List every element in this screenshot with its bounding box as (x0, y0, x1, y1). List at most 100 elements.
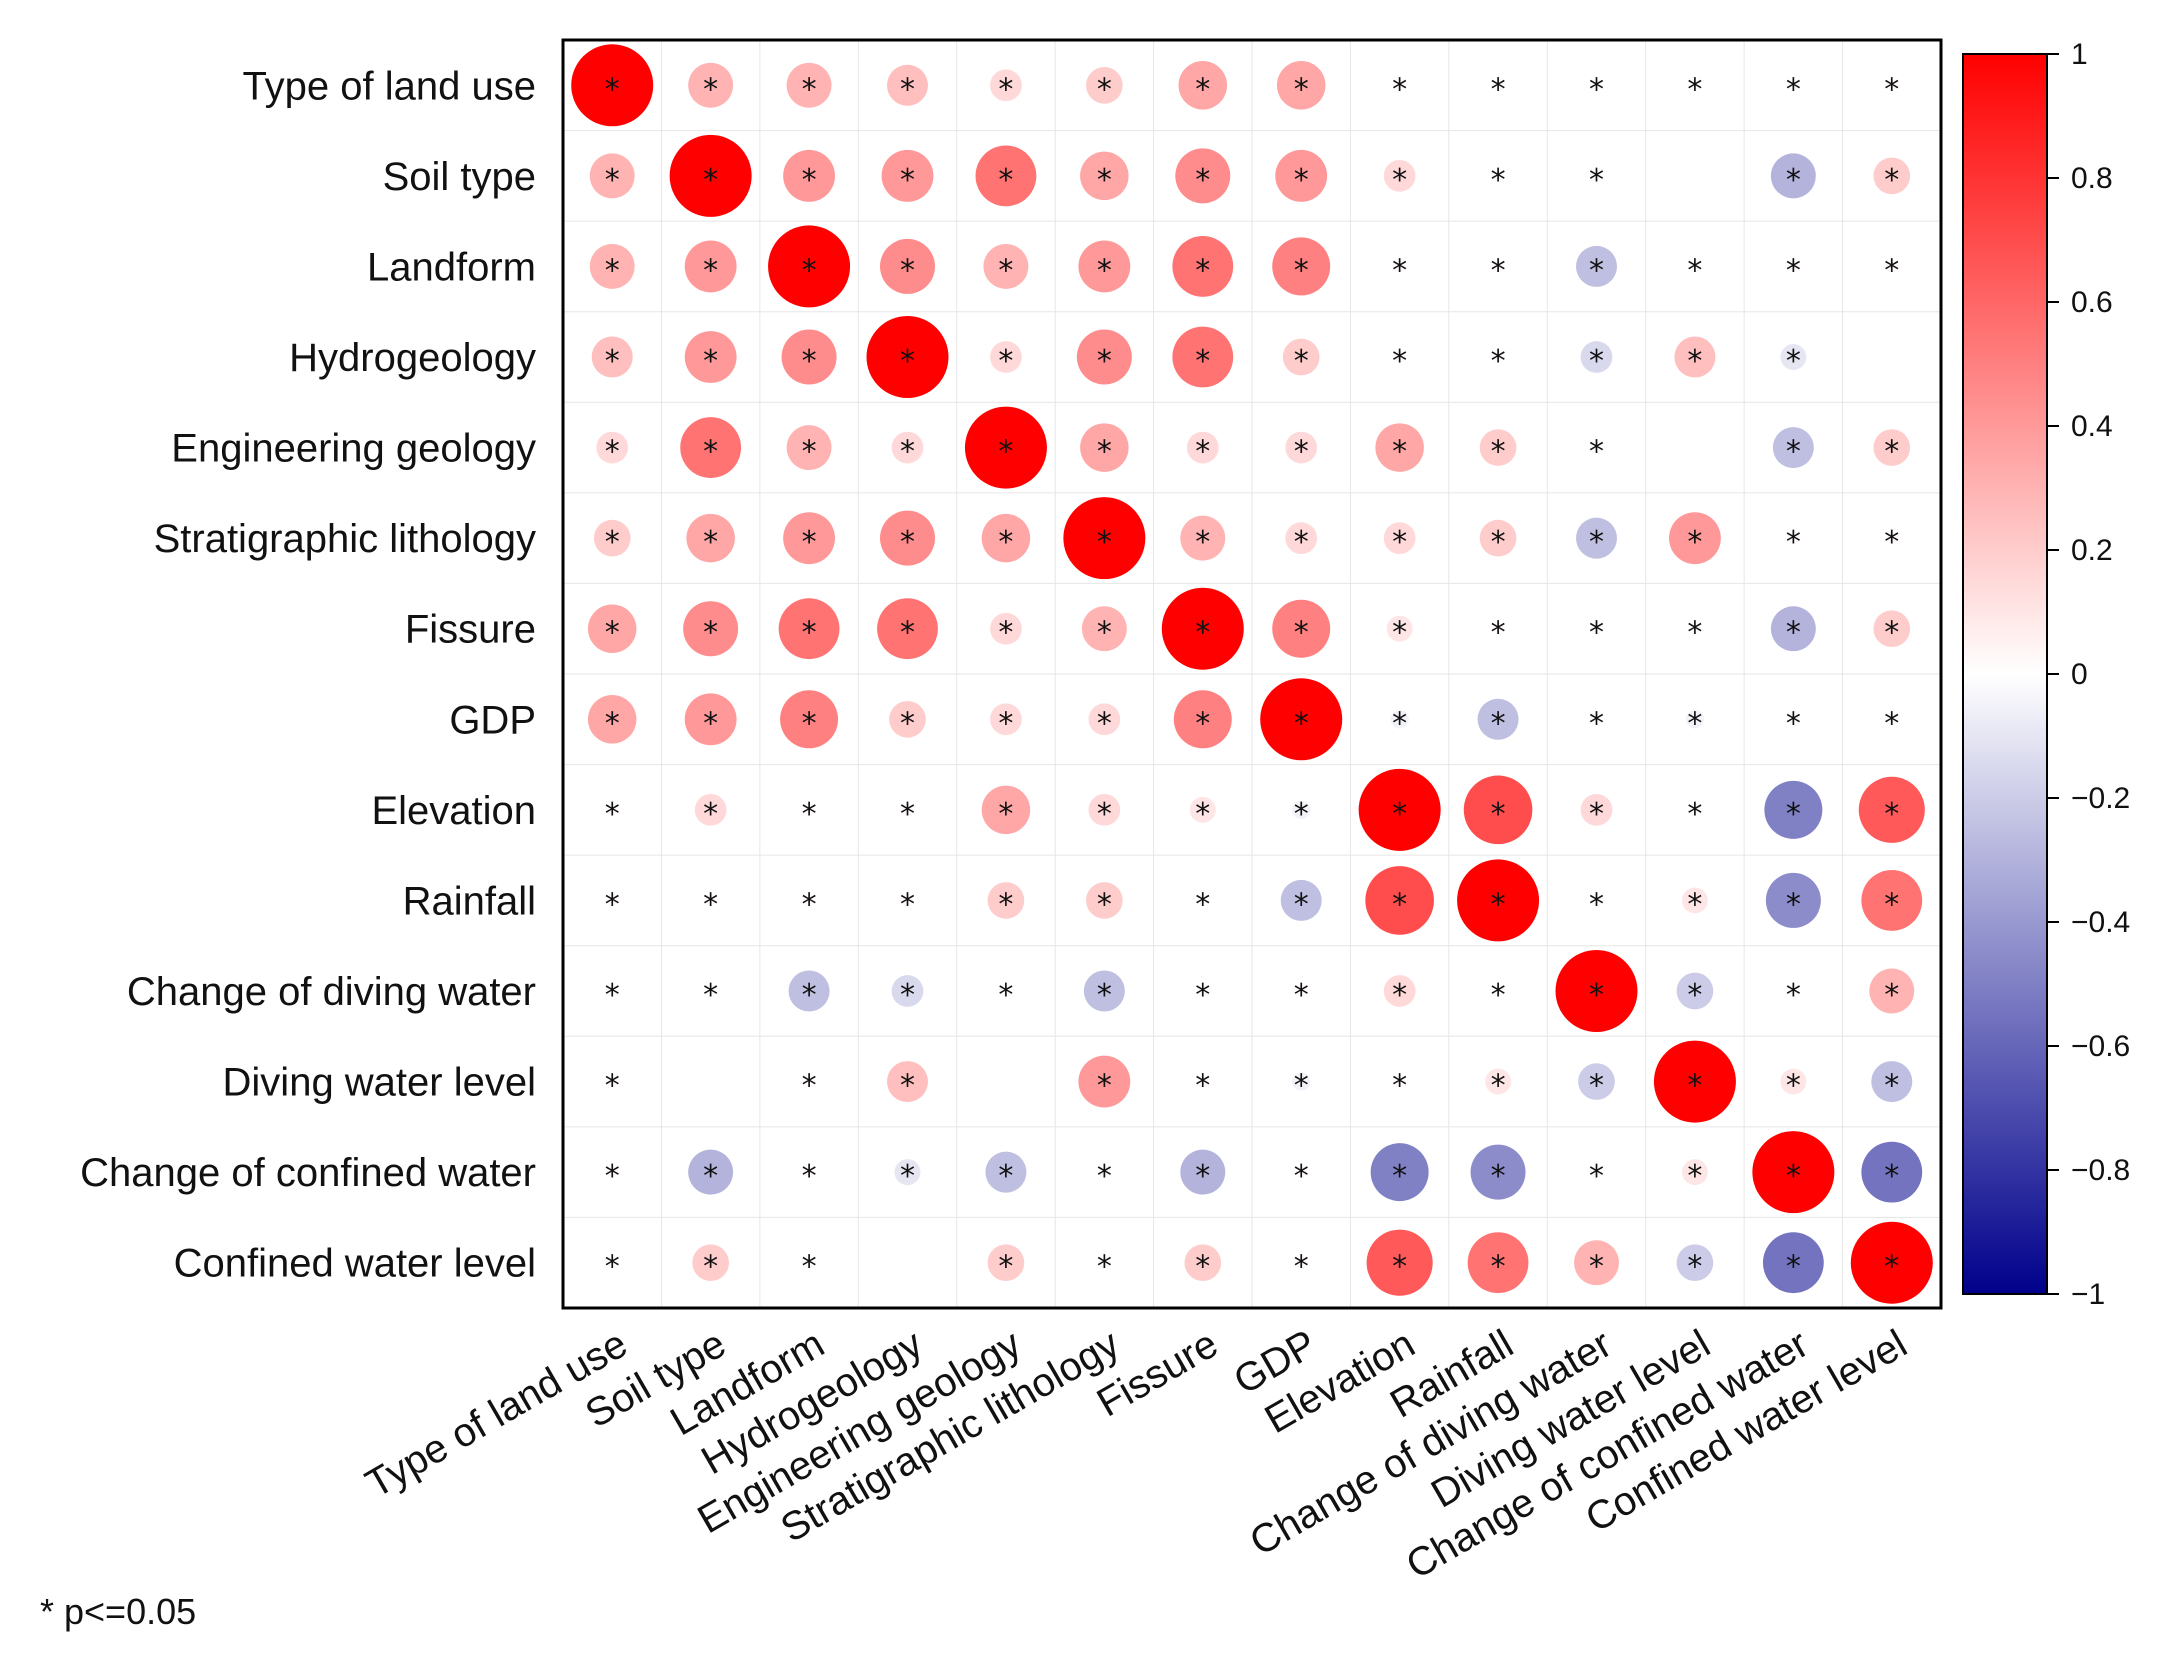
significance-star: * (703, 344, 718, 379)
significance-star: * (802, 1250, 817, 1285)
correlation-circle (1873, 610, 1911, 648)
correlation-circle (683, 601, 739, 657)
correlation-circle (1285, 522, 1318, 555)
significance-star: * (703, 525, 718, 560)
significance-star: * (900, 435, 915, 470)
colorbar-tick-label: 0.6 (2071, 286, 2113, 319)
correlation-circle (1276, 61, 1326, 110)
significance-star: * (1392, 1250, 1407, 1285)
significance-star: * (1884, 616, 1899, 651)
significance-star: * (1392, 797, 1407, 832)
significance-star: * (1491, 797, 1506, 832)
correlation-circle (1196, 1075, 1209, 1088)
significance-star: * (1392, 163, 1407, 198)
correlation-circle (1689, 622, 1701, 635)
correlation-circle (606, 1075, 619, 1088)
correlation-circle (587, 695, 637, 744)
correlation-circle (1272, 237, 1331, 296)
significance-star: * (900, 1159, 915, 1194)
colorbar: 1 0.8 0.6 0.4 0.2 0 −0.2 −0.4 −0.6 −0.8 −1 (1962, 38, 2130, 1311)
significance-star: * (1294, 1250, 1309, 1285)
significance-star: * (1589, 1250, 1604, 1285)
correlation-circle (1871, 1061, 1913, 1103)
significance-star: * (1195, 344, 1210, 379)
correlation-circle (1787, 985, 1800, 997)
correlation-circle (1393, 260, 1406, 273)
significance-star: * (1884, 435, 1899, 470)
significance-star: * (703, 1250, 718, 1285)
correlation-circle (990, 703, 1022, 736)
significance-star: * (1294, 978, 1309, 1013)
significance-star: * (802, 978, 817, 1013)
significance-star: * (1392, 706, 1407, 741)
row-label: Type of land use (242, 64, 536, 108)
correlation-circle (1580, 793, 1613, 826)
correlation-circle (1653, 1040, 1736, 1123)
colorbar-tick-label: 0 (2071, 658, 2088, 691)
correlation-circle (1772, 427, 1814, 469)
correlation-circle (1590, 170, 1603, 182)
significance-star: * (1687, 1069, 1702, 1104)
significance-star: * (1687, 797, 1702, 832)
significance-star: * (998, 616, 1013, 651)
correlation-circle (1590, 79, 1603, 92)
significance-star: * (1097, 797, 1112, 832)
correlation-circle (1184, 1244, 1222, 1282)
row-label: Rainfall (403, 879, 536, 923)
significance-star: * (1294, 163, 1309, 198)
correlation-circle (1098, 1256, 1111, 1269)
significance-star: * (998, 1159, 1013, 1194)
significance-star: * (1786, 163, 1801, 198)
correlation-circle (704, 985, 717, 997)
correlation-circle (1390, 710, 1409, 729)
correlation-circle (983, 243, 1029, 289)
correlation-circle (1172, 326, 1234, 388)
significance-star: * (1491, 1250, 1506, 1285)
correlation-circle (1492, 170, 1504, 182)
significance-star: * (1884, 978, 1899, 1013)
correlation-circle (1086, 66, 1123, 104)
significance-star: * (703, 72, 718, 107)
significance-star: * (900, 344, 915, 379)
correlation-circle (788, 970, 830, 1012)
significance-star: * (1491, 887, 1506, 922)
correlation-circle (780, 690, 839, 749)
significance-star: * (1491, 253, 1506, 288)
significance-star: * (998, 72, 1013, 107)
significance-star: * (605, 253, 620, 288)
significance-star: * (998, 344, 1013, 379)
correlation-circle (1574, 1240, 1619, 1286)
significance-star: * (900, 163, 915, 198)
correlation-circle (1196, 985, 1209, 997)
correlation-circle (891, 975, 924, 1007)
correlation-circle (1178, 61, 1228, 110)
correlation-circle (1161, 587, 1244, 670)
significance-star: * (1491, 706, 1506, 741)
correlation-circle (1098, 1166, 1111, 1178)
correlation-circle (1295, 1166, 1308, 1178)
significance-star: * (1589, 253, 1604, 288)
significance-star: * (1195, 435, 1210, 470)
correlation-circle (1463, 775, 1533, 845)
correlation-circle (1275, 149, 1328, 202)
significance-star: * (802, 616, 817, 651)
correlation-circle (1578, 1063, 1615, 1100)
significance-star: * (605, 1159, 620, 1194)
significance-star: * (703, 163, 718, 198)
significance-star: * (1786, 616, 1801, 651)
significance-star: * (1786, 525, 1801, 560)
significance-star: * (1687, 706, 1702, 741)
correlation-circle (1383, 522, 1416, 555)
correlation-circle (692, 1244, 729, 1282)
correlation-circle (688, 1149, 734, 1195)
correlation-circle (1081, 606, 1127, 652)
correlation-circle (990, 612, 1022, 645)
row-label: Elevation (371, 789, 536, 833)
correlation-circle (1076, 329, 1132, 385)
correlation-circle (669, 134, 752, 217)
significance-star: * (1294, 525, 1309, 560)
significance-star: * (1786, 706, 1801, 741)
correlation-circle (688, 62, 734, 108)
significance-star: * (605, 525, 620, 560)
